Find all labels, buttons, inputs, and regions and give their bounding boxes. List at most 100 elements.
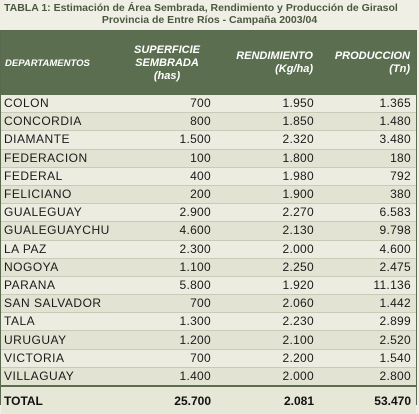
table-row: VICTORIA 700 2.200 1.540: [1, 349, 416, 368]
cell-superficie: 1.500: [118, 130, 216, 150]
cell-produccion: 1.365: [319, 95, 416, 114]
cell-produccion: 3.480: [319, 130, 416, 150]
table-row: URUGUAY 1.200 2.100 2.520: [1, 330, 416, 350]
cell-superficie: 1.200: [118, 330, 216, 350]
cell-departamento: VICTORIA: [1, 349, 118, 368]
cell-departamento: FELICIANO: [1, 185, 118, 205]
table-row: TALA 1.300 2.230 2.899: [1, 312, 416, 332]
header-rendimiento: RENDIMIENTO (Kg/ha): [216, 31, 319, 95]
caption-subtitle: Provincia de Entre Ríos - Campaña 2003/0…: [101, 14, 318, 26]
table-row: VILLAGUAY 1.400 2.000 2.800: [1, 367, 416, 387]
cell-rendimiento: 1.920: [216, 276, 319, 296]
cell-departamento: COLON: [1, 95, 118, 114]
cell-rendimiento: 2.000: [216, 367, 319, 387]
cell-produccion: 2.475: [319, 258, 416, 277]
cell-superficie: 1.300: [118, 312, 216, 332]
cell-departamento: GUALEGUAY: [1, 203, 118, 223]
cell-superficie: 700: [118, 95, 216, 114]
data-table: DEPARTAMENTOS SUPERFICIE SEMBRADA (has) …: [1, 31, 416, 414]
cell-rendimiento: 2.200: [216, 349, 319, 368]
cell-rendimiento: 2.270: [216, 203, 319, 223]
cell-departamento: VILLAGUAY: [1, 367, 118, 387]
cell-produccion: 11.136: [319, 276, 416, 296]
cell-rendimiento: 1.980: [216, 167, 319, 186]
cell-departamento: SAN SALVADOR: [1, 294, 118, 314]
header-rendimiento-unit: (Kg/ha): [275, 63, 313, 75]
cell-produccion: 180: [319, 149, 416, 168]
cell-rendimiento: 1.800: [216, 149, 319, 168]
cell-rendimiento: 2.000: [216, 240, 319, 259]
cell-superficie: 2.900: [118, 203, 216, 223]
table-caption: TABLA 1: Estimación de Área Sembrada, Re…: [0, 2, 419, 26]
cell-produccion: 380: [319, 185, 416, 205]
cell-departamento: URUGUAY: [1, 330, 118, 350]
table-header-row: DEPARTAMENTOS SUPERFICIE SEMBRADA (has) …: [1, 31, 416, 95]
cell-produccion: 2.899: [319, 312, 416, 332]
total-label: TOTAL: [1, 385, 118, 414]
table-row: LA PAZ 2.300 2.000 4.600: [1, 240, 416, 259]
cell-superficie: 100: [118, 149, 216, 168]
cell-superficie: 2.300: [118, 240, 216, 259]
cell-superficie: 700: [118, 294, 216, 314]
cell-rendimiento: 2.100: [216, 330, 319, 350]
total-produccion: 53.470: [319, 385, 416, 414]
table-row: GUALEGUAYCHU 4.600 2.130 9.798: [1, 221, 416, 241]
total-rendimiento: 2.081: [216, 385, 319, 414]
cell-rendimiento: 1.900: [216, 185, 319, 205]
header-produccion: PRODUCCION (Tn): [319, 31, 416, 95]
cell-rendimiento: 1.950: [216, 95, 319, 114]
header-departamentos-label: DEPARTAMENTOS: [5, 57, 90, 69]
total-row: TOTAL 25.700 2.081 53.470: [1, 385, 416, 414]
cell-produccion: 6.583: [319, 203, 416, 223]
table-row: FEDERAL 400 1.980 792: [1, 167, 416, 186]
cell-departamento: LA PAZ: [1, 240, 118, 259]
cell-rendimiento: 2.230: [216, 312, 319, 332]
cell-departamento: PARANA: [1, 276, 118, 296]
cell-produccion: 2.520: [319, 330, 416, 350]
table-row: GUALEGUAY 2.900 2.270 6.583: [1, 203, 416, 223]
cell-rendimiento: 2.250: [216, 258, 319, 277]
cell-superficie: 4.600: [118, 221, 216, 241]
cell-departamento: FEDERAL: [1, 167, 118, 186]
table-row: FELICIANO 200 1.900 380: [1, 185, 416, 205]
header-superficie-line2: SEMBRADA: [135, 56, 199, 69]
table-row: CONCORDIA 800 1.850 1.480: [1, 112, 416, 132]
header-superficie-unit: (has): [153, 69, 181, 82]
cell-superficie: 700: [118, 349, 216, 368]
cell-rendimiento: 2.130: [216, 221, 319, 241]
cell-produccion: 1.480: [319, 112, 416, 132]
cell-produccion: 4.600: [319, 240, 416, 259]
header-superficie-line1: SUPERFICIE: [133, 43, 200, 56]
cell-departamento: GUALEGUAYCHU: [1, 221, 118, 241]
caption-title: TABLA 1: Estimación de Área Sembrada, Re…: [4, 2, 398, 14]
cell-departamento: FEDERACION: [1, 149, 118, 168]
table-row: PARANA 5.800 1.920 11.136: [1, 276, 416, 296]
cell-rendimiento: 2.320: [216, 130, 319, 150]
cell-superficie: 5.800: [118, 276, 216, 296]
cell-produccion: 1.540: [319, 349, 416, 368]
table-row: DIAMANTE 1.500 2.320 3.480: [1, 130, 416, 150]
cell-produccion: 1.442: [319, 294, 416, 314]
total-superficie: 25.700: [118, 385, 216, 414]
cell-departamento: CONCORDIA: [1, 112, 118, 132]
cell-superficie: 200: [118, 185, 216, 205]
header-superficie: SUPERFICIE SEMBRADA (has): [118, 31, 216, 95]
table-row: COLON 700 1.950 1.365: [1, 95, 416, 114]
table-row: FEDERACION 100 1.800 180: [1, 149, 416, 168]
cell-produccion: 792: [319, 167, 416, 186]
cell-departamento: NOGOYA: [1, 258, 118, 277]
header-produccion-unit: (Tn): [389, 63, 410, 75]
table-body: COLON 700 1.950 1.365 CONCORDIA 800 1.850 1.480…: [1, 95, 416, 387]
cell-departamento: DIAMANTE: [1, 130, 118, 150]
header-departamentos: DEPARTAMENTOS: [1, 31, 118, 95]
cell-rendimiento: 1.850: [216, 112, 319, 132]
cell-superficie: 1.100: [118, 258, 216, 277]
cell-produccion: 2.800: [319, 367, 416, 387]
cell-superficie: 1.400: [118, 367, 216, 387]
cell-produccion: 9.798: [319, 221, 416, 241]
cell-superficie: 400: [118, 167, 216, 186]
cell-superficie: 800: [118, 112, 216, 132]
cell-rendimiento: 2.060: [216, 294, 319, 314]
table-row: SAN SALVADOR 700 2.060 1.442: [1, 294, 416, 314]
data-table-frame: DEPARTAMENTOS SUPERFICIE SEMBRADA (has) …: [0, 30, 417, 414]
